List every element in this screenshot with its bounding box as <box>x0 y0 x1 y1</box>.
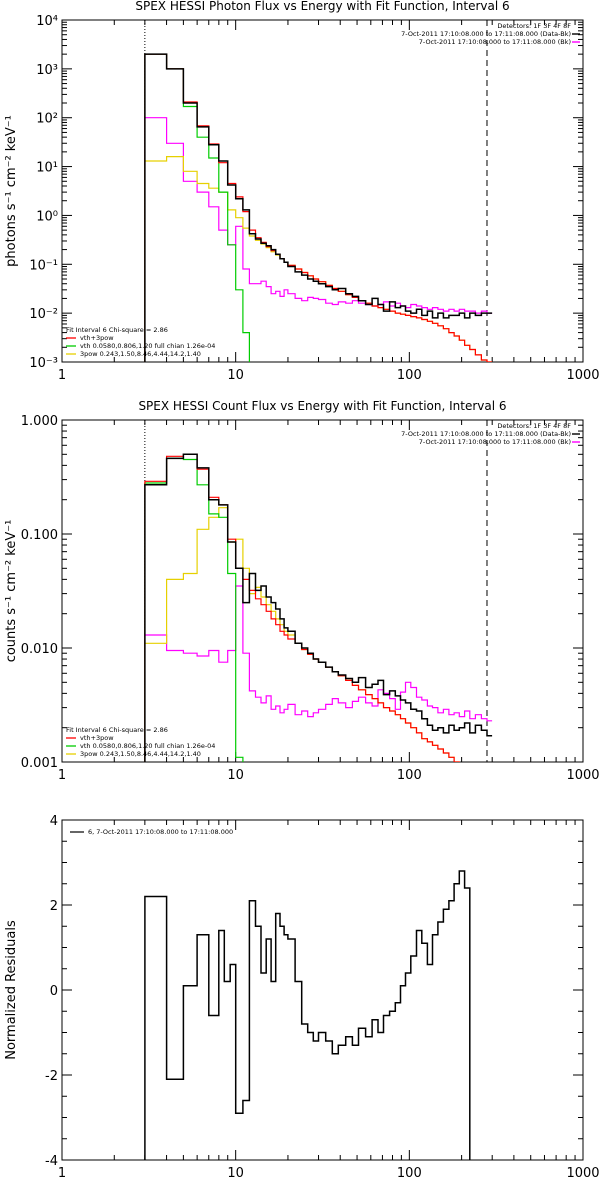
x-tick-label: 1000 <box>566 368 599 383</box>
plot-frame <box>61 19 584 363</box>
y-tick-label: -4 <box>45 1154 58 1169</box>
legend-line: 3pow 0.243,1.50,8.46,4.44,14.2,1.40 <box>80 350 201 358</box>
y-tick-label: 0.010 <box>21 642 58 657</box>
y-tick-label: 10⁰ <box>36 209 58 224</box>
y-tick-label: 10⁴ <box>36 14 58 29</box>
x-tick-label: 100 <box>397 368 422 383</box>
chart-panel-3: Normalized Residuals 1 10 100 1000 -4 -2 0 2 4 6, … <box>4 814 600 1181</box>
legend-line: vth+3pow <box>80 734 114 742</box>
y-tick-label: -2 <box>45 1069 58 1084</box>
legend-line: Fit Interval 6 Chi-square = 2.86 <box>66 726 168 734</box>
chart-title: SPEX HESSI Photon Flux vs Energy with Fi… <box>135 0 509 13</box>
info-line: Detectors: 1F 3F 4F 8F <box>497 22 571 30</box>
info-line: 7-Oct-2011 17:10:08.000 to 17:11:08.000 … <box>401 430 571 438</box>
info-line: 7-Oct-2011 17:10:08.000 to 17:11:08.000 … <box>401 30 571 38</box>
x-tick-label: 1000 <box>566 1166 599 1181</box>
series-bk <box>144 585 493 762</box>
info-line: 7-Oct-2011 17:10:08.000 to 17:11:08.000 … <box>419 38 571 46</box>
x-tick-label: 10 <box>227 1166 244 1181</box>
y-tick-label: 0 <box>50 984 58 999</box>
legend-line: 6, 7-Oct-2011 17:10:08.000 to 17:11:08.0… <box>88 828 233 836</box>
x-tick-label: 1 <box>58 368 66 383</box>
y-tick-label: 4 <box>50 814 58 829</box>
plot-frame <box>61 419 584 763</box>
legend-line: Fit Interval 6 Chi-square = 2.86 <box>66 326 168 334</box>
x-tick-label: 1000 <box>566 768 599 783</box>
y-tick-label: 0.001 <box>21 756 58 771</box>
y-tick-label: 10¹ <box>36 161 58 176</box>
series-data-bk <box>144 53 493 362</box>
series-bk <box>144 117 493 362</box>
legend-line: vth 0.0580,0.806,1.20 full chian 1.26e-0… <box>80 742 215 750</box>
x-tick-label: 10 <box>227 768 244 783</box>
y-tick-label: 10⁻³ <box>29 356 58 371</box>
y-axis-label: counts s⁻¹ cm⁻² keV⁻¹ <box>4 520 19 663</box>
legend-line: vth 0.0580,0.806,1.20 full chian 1.26e-0… <box>80 342 215 350</box>
info-line: 7-Oct-2011 17:10:08.000 to 17:11:08.000 … <box>419 438 571 446</box>
y-tick-label: 10⁻² <box>29 307 58 322</box>
y-tick-label: 2 <box>50 899 58 914</box>
x-tick-label: 100 <box>397 1166 422 1181</box>
x-tick-label: 100 <box>397 768 422 783</box>
chart-title: SPEX HESSI Count Flux vs Energy with Fit… <box>138 399 506 413</box>
legend-line: vth+3pow <box>80 334 114 342</box>
y-axis-label: photons s⁻¹ cm⁻² keV⁻¹ <box>4 115 19 267</box>
y-tick-label: 0.100 <box>21 528 58 543</box>
y-tick-label: 10³ <box>36 63 58 78</box>
x-tick-label: 10 <box>227 368 244 383</box>
series-data-bk <box>144 453 493 762</box>
chart-panel-2: SPEX HESSI Count Flux vs Energy with Fit… <box>4 399 600 783</box>
y-tick-label: 10² <box>36 112 58 127</box>
x-tick-label: 1 <box>58 1166 66 1181</box>
y-tick-label: 10⁻¹ <box>29 258 58 273</box>
y-tick-label: 1.000 <box>21 414 58 429</box>
legend-line: 3pow 0.243,1.50,8.46,4.44,14.2,1.40 <box>80 750 201 758</box>
x-tick-label: 1 <box>58 768 66 783</box>
plot-frame <box>61 819 584 1161</box>
info-line: Detectors: 1F 3F 4F 8F <box>497 422 571 430</box>
series-6-7-oct-2011-17-10-08-000-to-17-11-08-000 <box>144 870 471 1160</box>
chart-panel-1: SPEX HESSI Photon Flux vs Energy with Fi… <box>4 0 600 383</box>
y-axis-label: Normalized Residuals <box>4 920 19 1060</box>
